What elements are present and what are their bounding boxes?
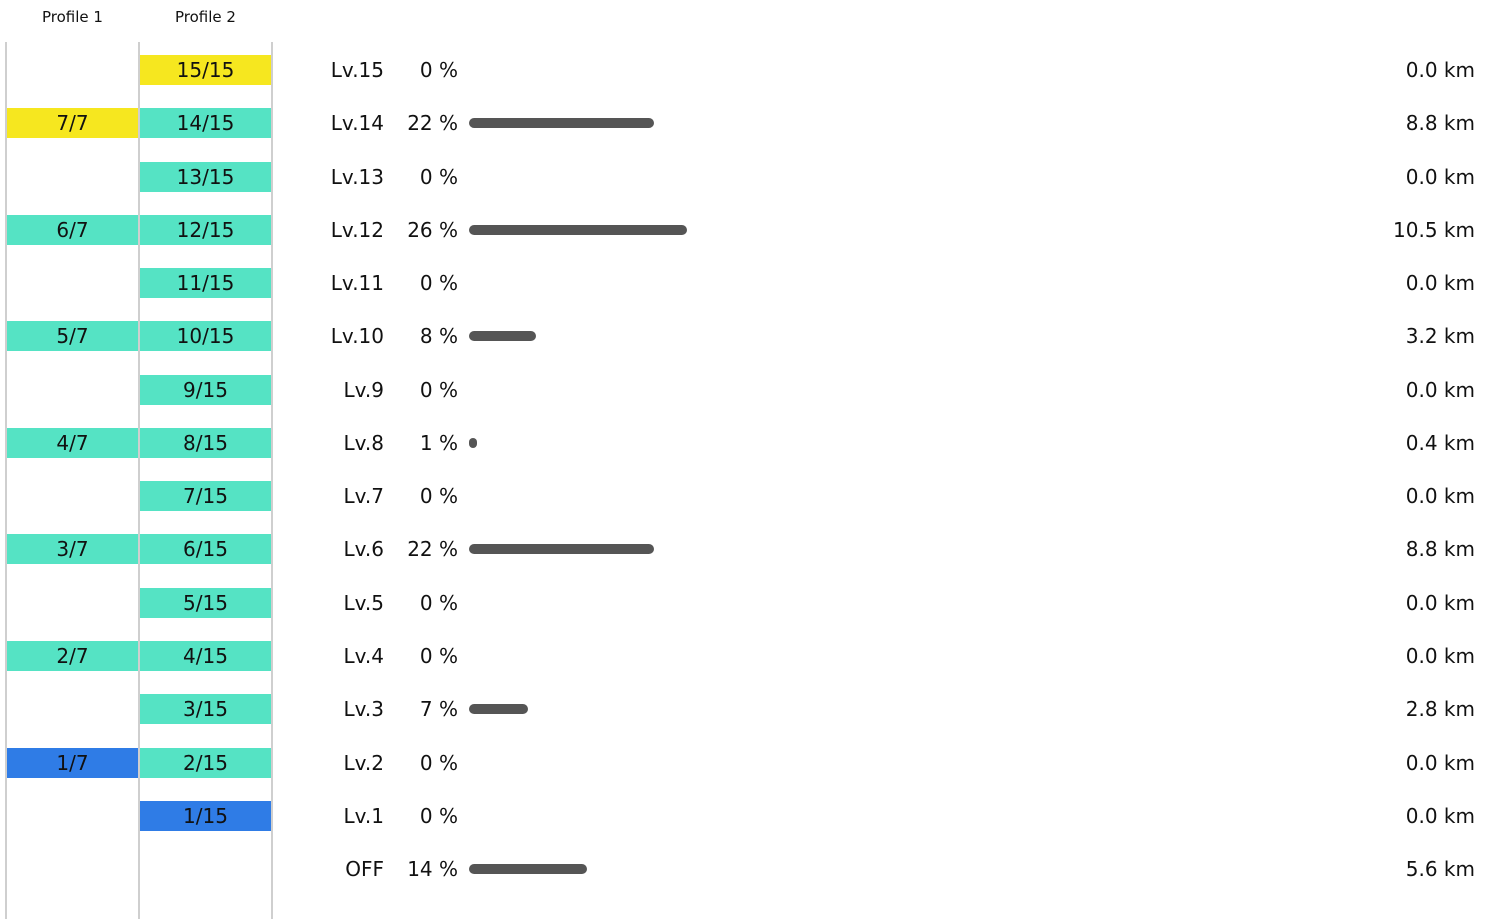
usage-bar bbox=[469, 224, 688, 235]
profile2-step-cell: 14/15 bbox=[140, 108, 271, 139]
profile2-step-cell: 3/15 bbox=[140, 694, 271, 725]
level-row: 15/15 Lv.15 0 % 0.0 km bbox=[0, 55, 1495, 85]
profile2-step-cell: 15/15 bbox=[140, 55, 271, 85]
level-row: 7/15 Lv.7 0 % 0.0 km bbox=[0, 481, 1495, 512]
distance-label: 0.0 km bbox=[1405, 643, 1475, 668]
percent-label: 8 % bbox=[419, 324, 458, 349]
percent-label: 0 % bbox=[419, 643, 458, 668]
level-row: 9/15 Lv.9 0 % 0.0 km bbox=[0, 374, 1495, 405]
percent-label: 22 % bbox=[407, 537, 458, 562]
profile2-step-cell: 10/15 bbox=[140, 321, 271, 352]
level-row: 7/7 14/15 Lv.14 22 % 8.8 km bbox=[0, 108, 1495, 139]
level-label: Lv.13 bbox=[330, 164, 384, 189]
level-row: 1/15 Lv.1 0 % 0.0 km bbox=[0, 800, 1495, 831]
distance-label: 0.4 km bbox=[1405, 430, 1475, 455]
level-label: Lv.6 bbox=[343, 537, 384, 562]
level-label: Lv.9 bbox=[343, 377, 384, 402]
profile1-step-cell: 6/7 bbox=[7, 214, 138, 245]
percent-label: 0 % bbox=[419, 271, 458, 296]
profile2-step-cell: 6/15 bbox=[140, 534, 271, 565]
level-row: 11/15 Lv.11 0 % 0.0 km bbox=[0, 268, 1495, 299]
distance-label: 2.8 km bbox=[1405, 697, 1475, 722]
percent-label: 22 % bbox=[407, 111, 458, 136]
profile2-step-cell: 1/15 bbox=[140, 800, 271, 831]
profile2-step-cell: 11/15 bbox=[140, 268, 271, 299]
level-label: Lv.3 bbox=[343, 697, 384, 722]
level-row: 5/7 10/15 Lv.10 8 % 3.2 km bbox=[0, 321, 1495, 352]
profile2-step-cell: 8/15 bbox=[140, 427, 271, 458]
profile2-header: Profile 2 bbox=[175, 8, 236, 26]
profile2-step-cell: 9/15 bbox=[140, 374, 271, 405]
level-row: 1/7 2/15 Lv.2 0 % 0.0 km bbox=[0, 747, 1495, 778]
profile1-step-cell: 2/7 bbox=[7, 640, 138, 671]
distance-label: 10.5 km bbox=[1393, 217, 1475, 242]
distance-label: 8.8 km bbox=[1405, 111, 1475, 136]
profile1-step-cell: 3/7 bbox=[7, 534, 138, 565]
percent-label: 0 % bbox=[419, 484, 458, 509]
profile2-step-cell: 12/15 bbox=[140, 214, 271, 245]
profile2-step-cell: 2/15 bbox=[140, 747, 271, 778]
distance-label: 8.8 km bbox=[1405, 537, 1475, 562]
profile2-step-cell: 5/15 bbox=[140, 587, 271, 618]
profile2-column-line bbox=[138, 42, 140, 919]
level-label: Lv.8 bbox=[343, 430, 384, 455]
usage-bar bbox=[469, 544, 654, 555]
distance-label: 3.2 km bbox=[1405, 324, 1475, 349]
distance-label: 0.0 km bbox=[1405, 58, 1475, 82]
level-label: Lv.10 bbox=[330, 324, 384, 349]
percent-label: 0 % bbox=[419, 164, 458, 189]
profile1-header: Profile 1 bbox=[42, 8, 103, 26]
profile1-step-cell: 5/7 bbox=[7, 321, 138, 352]
percent-label: 1 % bbox=[419, 430, 458, 455]
level-row: 4/7 8/15 Lv.8 1 % 0.4 km bbox=[0, 427, 1495, 458]
distance-label: 0.0 km bbox=[1405, 750, 1475, 775]
profile2-step-cell: 4/15 bbox=[140, 640, 271, 671]
level-label: Lv.7 bbox=[343, 484, 384, 509]
percent-label: 0 % bbox=[419, 803, 458, 828]
level-label: Lv.2 bbox=[343, 750, 384, 775]
level-label: Lv.5 bbox=[343, 590, 384, 615]
profile2-step-cell: 7/15 bbox=[140, 481, 271, 512]
usage-bar bbox=[469, 704, 528, 715]
distance-label: 0.0 km bbox=[1405, 803, 1475, 828]
level-label: OFF bbox=[345, 857, 384, 882]
level-label: Lv.15 bbox=[330, 58, 384, 82]
level-label: Lv.12 bbox=[330, 217, 384, 242]
percent-label: 0 % bbox=[419, 377, 458, 402]
distance-label: 0.0 km bbox=[1405, 590, 1475, 615]
level-row: 13/15 Lv.13 0 % 0.0 km bbox=[0, 161, 1495, 192]
level-label: Lv.14 bbox=[330, 111, 384, 136]
profile1-step-cell: 7/7 bbox=[7, 108, 138, 139]
distance-label: 5.6 km bbox=[1405, 857, 1475, 882]
profile1-step-cell: 1/7 bbox=[7, 747, 138, 778]
level-row: 3/7 6/15 Lv.6 22 % 8.8 km bbox=[0, 534, 1495, 565]
distance-label: 0.0 km bbox=[1405, 377, 1475, 402]
usage-bar bbox=[469, 118, 654, 129]
distance-label: 0.0 km bbox=[1405, 484, 1475, 509]
percent-label: 0 % bbox=[419, 58, 458, 82]
level-label: Lv.4 bbox=[343, 643, 384, 668]
distance-label: 0.0 km bbox=[1405, 271, 1475, 296]
usage-bar bbox=[469, 437, 478, 448]
percent-label: 0 % bbox=[419, 590, 458, 615]
profile2-step-cell: 13/15 bbox=[140, 161, 271, 192]
level-label: Lv.1 bbox=[343, 803, 384, 828]
level-row: 5/15 Lv.5 0 % 0.0 km bbox=[0, 587, 1495, 618]
level-row: 2/7 4/15 Lv.4 0 % 0.0 km bbox=[0, 640, 1495, 671]
level-row: OFF 14 % 5.6 km bbox=[0, 854, 1495, 884]
profile1-step-cell: 4/7 bbox=[7, 427, 138, 458]
level-column-line bbox=[271, 42, 273, 919]
level-label: Lv.11 bbox=[330, 271, 384, 296]
usage-bar bbox=[469, 864, 587, 875]
profile1-column-line bbox=[5, 42, 7, 919]
percent-label: 7 % bbox=[419, 697, 458, 722]
percent-label: 0 % bbox=[419, 750, 458, 775]
percent-label: 26 % bbox=[407, 217, 458, 242]
distance-label: 0.0 km bbox=[1405, 164, 1475, 189]
percent-label: 14 % bbox=[407, 857, 458, 882]
level-row: 6/7 12/15 Lv.12 26 % 10.5 km bbox=[0, 214, 1495, 245]
usage-bar bbox=[469, 331, 537, 342]
level-row: 3/15 Lv.3 7 % 2.8 km bbox=[0, 694, 1495, 725]
